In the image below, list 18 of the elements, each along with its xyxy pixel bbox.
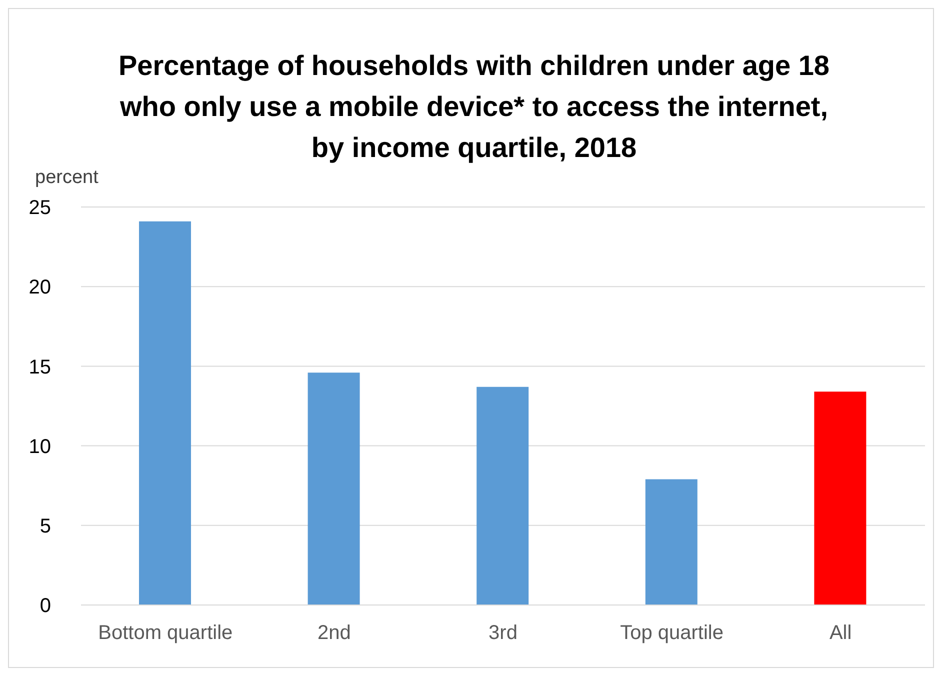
y-tick-label: 5 bbox=[40, 516, 51, 538]
y-axis-title: percent bbox=[35, 167, 98, 189]
x-tick-label: Bottom quartile bbox=[98, 622, 233, 644]
chart-title: Percentage of households with children under age 18 who only use a mobile device* to access the internet, by income quartile, 2018 bbox=[117, 49, 831, 165]
y-tick-label: 10 bbox=[28, 436, 51, 458]
y-tick-label: 0 bbox=[40, 595, 51, 618]
x-tick-label: All bbox=[829, 622, 852, 644]
bar bbox=[814, 392, 866, 605]
y-tick-label: 25 bbox=[28, 197, 51, 220]
bar bbox=[645, 479, 698, 605]
bar bbox=[139, 221, 191, 605]
bar bbox=[308, 372, 360, 605]
y-tick-label: 20 bbox=[28, 276, 51, 299]
x-tick-label: Top quartile bbox=[620, 622, 724, 644]
x-tick-label: 2nd bbox=[318, 622, 351, 644]
x-tick-label: 3rd bbox=[488, 622, 518, 644]
bar bbox=[476, 386, 529, 605]
y-tick-label: 15 bbox=[28, 356, 51, 378]
